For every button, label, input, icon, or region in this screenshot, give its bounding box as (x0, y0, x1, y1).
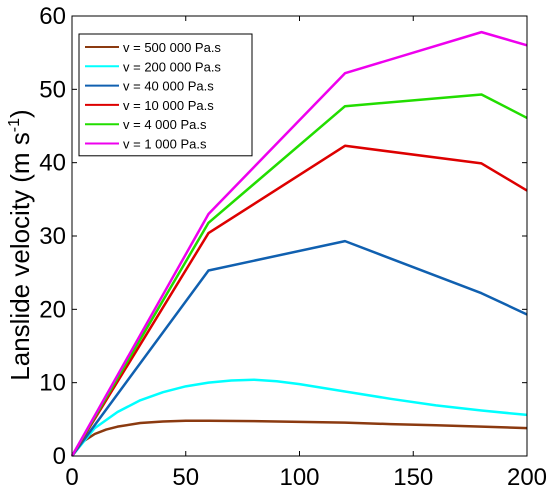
legend-label-3: v = 40 000 Pa.s (123, 79, 214, 94)
legend-label-5: v = 4 000 Pa.s (123, 117, 207, 132)
series-line-4 (70, 144, 528, 457)
legend-label-1: v = 500 000 Pa.s (123, 40, 221, 55)
series-layer (70, 30, 528, 457)
y-tick-label: 0 (53, 443, 66, 470)
y-tick-label: 10 (39, 370, 66, 397)
tick-layer: 0 50 100 150 200 0 10 20 30 40 50 60 (39, 3, 547, 491)
y-axis-label: Lanslide velocity (m s-1) (5, 109, 35, 380)
y-axis-label-main: Lanslide velocity (m s (5, 132, 35, 381)
y-tick-label: 40 (39, 150, 66, 177)
y-tick-label: 50 (39, 76, 66, 103)
y-axis-label-close: ) (5, 109, 35, 118)
y-axis-label-superscript: -1 (6, 118, 23, 132)
series-line-1 (71, 419, 528, 457)
x-tick-label: 150 (393, 464, 433, 491)
legend: v = 500 000 Pa.s v = 200 000 Pa.s v = 40 0… (78, 33, 253, 157)
x-tick-label: 100 (279, 464, 319, 491)
legend-label-4: v = 10 000 Pa.s (123, 98, 214, 113)
legend-label-2: v = 200 000 Pa.s (123, 59, 221, 74)
series-line-3 (70, 239, 528, 457)
x-tick-label: 50 (172, 464, 199, 491)
legend-label-6: v = 1 000 Pa.s (123, 137, 207, 152)
legend-box (78, 33, 253, 157)
y-tick-label: 30 (39, 223, 66, 250)
series-line-6 (70, 30, 528, 457)
series-line-2 (71, 378, 528, 457)
series-line-5 (70, 93, 528, 457)
x-tick-label: 0 (65, 464, 78, 491)
y-tick-label: 60 (39, 3, 66, 30)
x-tick-label: 200 (507, 464, 547, 491)
y-tick-label: 20 (39, 296, 66, 323)
